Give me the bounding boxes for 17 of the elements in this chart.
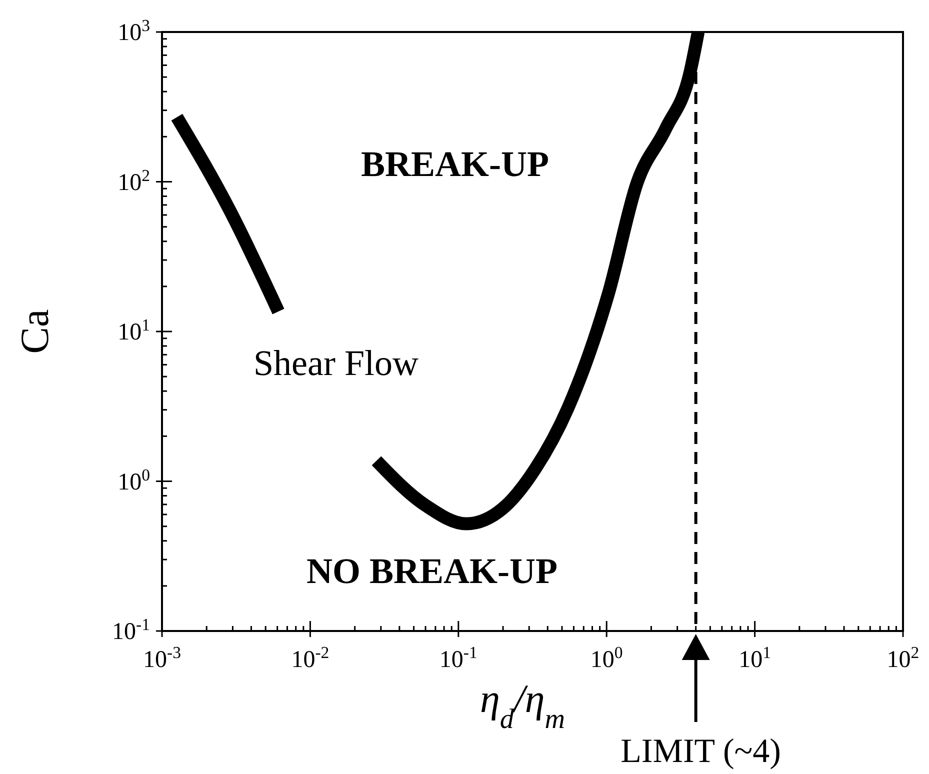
y-tick-label: 10$^{0}$ [118,464,150,496]
x-axis-title: η$_{d}$/η$_{m}$ [480,676,566,734]
x-tick-label: 10$^{1}$ [738,642,771,673]
annotation: Shear Flow [254,343,418,383]
y-tick-label: 10$^{3}$ [118,16,150,46]
x-tick-label: 10$^{-2}$ [291,642,330,673]
y-tick-label: 10$^{2}$ [118,165,150,196]
x-tick-label: 10$^{-1}$ [439,642,478,673]
annotation: NO BREAK-UP [306,551,558,591]
annotation: BREAK-UP [361,144,549,184]
x-tick-label: 10$^{0}$ [590,642,623,673]
ref-line-label: LIMIT (~4) [620,733,781,770]
y-axis-title: Ca [12,309,57,354]
x-tick-label: 10$^{2}$ [886,642,920,673]
y-tick-label: 10$^{-1}$ [112,614,150,645]
y-tick-label: 10$^{1}$ [118,315,150,346]
x-tick-label: 10$^{-3}$ [143,642,181,673]
